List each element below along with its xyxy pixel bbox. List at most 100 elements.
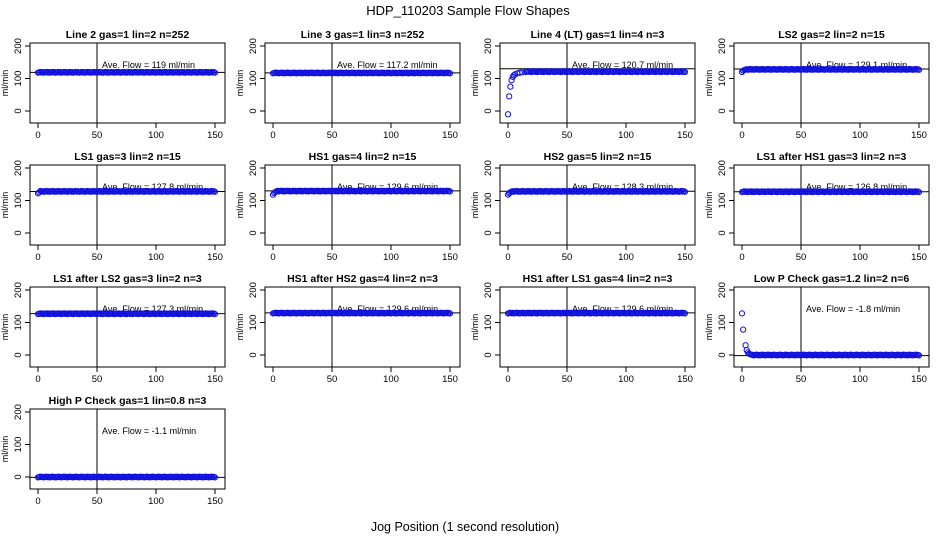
panels: Line 2 gas=1 lin=2 n=252 0 50 100 150 0 100 200… bbox=[0, 29, 930, 507]
x-tick-label: 50 bbox=[327, 130, 338, 141]
data-point bbox=[915, 352, 923, 359]
data-points bbox=[269, 309, 454, 317]
y-tick-label: 100 bbox=[248, 315, 259, 331]
data-point bbox=[915, 66, 923, 73]
y-tick-label: 200 bbox=[13, 282, 24, 298]
panel-title: Line 3 gas=1 lin=3 n=252 bbox=[301, 29, 425, 41]
y-axis-label: ml/min bbox=[704, 70, 714, 97]
x-tick-label: 100 bbox=[852, 130, 868, 141]
x-tick-label: 100 bbox=[852, 374, 868, 385]
data-points bbox=[34, 68, 219, 76]
average-flow-label: Ave. Flow = 120.7 ml/min bbox=[572, 60, 673, 70]
x-tick-label: 50 bbox=[92, 252, 103, 263]
plot-frame bbox=[29, 408, 226, 490]
x-tick-label: 100 bbox=[148, 130, 164, 141]
data-point bbox=[211, 474, 219, 481]
x-tick-label: 100 bbox=[148, 374, 164, 385]
y-tick-label: 0 bbox=[13, 352, 24, 357]
data-points bbox=[34, 187, 219, 197]
data-point bbox=[211, 69, 219, 76]
y-axis-label: ml/min bbox=[704, 192, 714, 219]
y-axis-label: ml/min bbox=[0, 192, 10, 219]
data-points bbox=[738, 310, 923, 359]
average-flow-label: Ave. Flow = 117.2 ml/min bbox=[337, 60, 437, 70]
x-tick-label: 150 bbox=[677, 252, 693, 263]
x-tick-label: 150 bbox=[911, 374, 927, 385]
x-tick-label: 100 bbox=[148, 252, 164, 263]
y-tick-label: 200 bbox=[717, 160, 728, 176]
y-tick-label: 200 bbox=[483, 160, 494, 176]
y-axis-label: ml/min bbox=[470, 70, 480, 97]
x-tick-label: 100 bbox=[383, 252, 399, 263]
y-tick-label: 200 bbox=[483, 38, 494, 54]
y-tick-label: 200 bbox=[248, 282, 259, 298]
average-flow-label: Ave. Flow = -1.8 ml/min bbox=[806, 304, 900, 314]
x-tick-label: 0 bbox=[270, 130, 275, 141]
average-flow-label: Ave. Flow = 126.8 ml/min bbox=[806, 182, 907, 192]
panel-title: LS1 after LS2 gas=3 lin=2 n=3 bbox=[53, 273, 202, 285]
y-tick-label: 200 bbox=[13, 404, 24, 420]
x-tick-label: 50 bbox=[92, 496, 103, 507]
x-tick-label: 100 bbox=[618, 252, 634, 263]
data-point bbox=[915, 189, 923, 196]
x-tick-label: 150 bbox=[911, 252, 927, 263]
y-tick-label: 200 bbox=[717, 38, 728, 54]
plot-frame bbox=[264, 42, 461, 124]
y-tick-label: 200 bbox=[483, 282, 494, 298]
average-flow-label: Ave. Flow = 127.3 ml/min bbox=[102, 304, 203, 314]
y-axis-label: ml/min bbox=[0, 436, 10, 463]
x-tick-label: 150 bbox=[207, 252, 223, 263]
x-tick-label: 0 bbox=[35, 496, 40, 507]
y-tick-label: 200 bbox=[248, 160, 259, 176]
panel-title: Line 2 gas=1 lin=2 n=252 bbox=[66, 29, 190, 41]
plot-frame bbox=[29, 164, 226, 246]
x-tick-label: 150 bbox=[677, 130, 693, 141]
x-tick-label: 50 bbox=[562, 130, 573, 141]
data-points bbox=[504, 309, 689, 317]
x-tick-label: 0 bbox=[35, 374, 40, 385]
y-tick-label: 100 bbox=[717, 193, 728, 209]
figure-title: HDP_110203 Sample Flow Shapes bbox=[366, 3, 570, 18]
y-tick-label: 100 bbox=[483, 315, 494, 331]
panel-12: Low P Check gas=1.2 lin=2 n=6 0 50 100 150 0 1… bbox=[704, 273, 930, 385]
average-flow-label: Ave. Flow = 128.3 ml/min bbox=[572, 182, 673, 192]
data-points bbox=[269, 187, 454, 198]
y-tick-label: 0 bbox=[248, 108, 259, 113]
data-point bbox=[504, 111, 512, 118]
x-tick-label: 0 bbox=[35, 130, 40, 141]
panel-2: Line 3 gas=1 lin=3 n=252 0 50 100 150 0 100 200… bbox=[235, 29, 461, 141]
y-axis-label: ml/min bbox=[470, 314, 480, 341]
panel-title: HS1 after LS1 gas=4 lin=2 n=3 bbox=[523, 273, 673, 285]
data-points bbox=[34, 473, 219, 481]
x-tick-label: 0 bbox=[739, 130, 744, 141]
plot-frame bbox=[733, 286, 930, 368]
x-tick-label: 0 bbox=[35, 252, 40, 263]
x-tick-label: 100 bbox=[852, 252, 868, 263]
y-tick-label: 0 bbox=[483, 230, 494, 235]
panel-title: Line 4 (LT) gas=1 lin=4 n=3 bbox=[531, 29, 665, 41]
data-point bbox=[681, 68, 689, 76]
panel-11: HS1 after LS1 gas=4 lin=2 n=3 0 50 100 150 0 1… bbox=[470, 273, 696, 385]
y-tick-label: 100 bbox=[717, 315, 728, 331]
x-tick-label: 100 bbox=[383, 374, 399, 385]
panel-1: Line 2 gas=1 lin=2 n=252 0 50 100 150 0 100 200… bbox=[0, 29, 226, 141]
x-tick-label: 0 bbox=[739, 252, 744, 263]
data-point bbox=[740, 326, 747, 333]
y-tick-label: 0 bbox=[717, 352, 728, 357]
data-point bbox=[446, 310, 454, 317]
x-tick-label: 150 bbox=[911, 130, 927, 141]
average-flow-label: Ave. Flow = 127.8 ml/min bbox=[102, 182, 203, 192]
y-tick-label: 100 bbox=[717, 71, 728, 87]
plot-frame bbox=[499, 164, 696, 246]
x-tick-label: 100 bbox=[618, 130, 634, 141]
data-point bbox=[681, 188, 689, 195]
panel-9: LS1 after LS2 gas=3 lin=2 n=3 0 50 100 150 0 1… bbox=[0, 273, 226, 385]
plot-frame bbox=[29, 42, 226, 124]
panel-8: LS1 after HS1 gas=3 lin=2 n=3 0 50 100 150 0 1… bbox=[704, 151, 930, 263]
x-tick-label: 50 bbox=[327, 252, 338, 263]
panel-title: High P Check gas=1 lin=0.8 n=3 bbox=[49, 395, 207, 407]
data-point bbox=[742, 342, 749, 349]
y-tick-label: 0 bbox=[483, 108, 494, 113]
average-flow-label: Ave. Flow = 129.6 ml/min bbox=[337, 304, 438, 314]
x-tick-label: 150 bbox=[442, 374, 458, 385]
